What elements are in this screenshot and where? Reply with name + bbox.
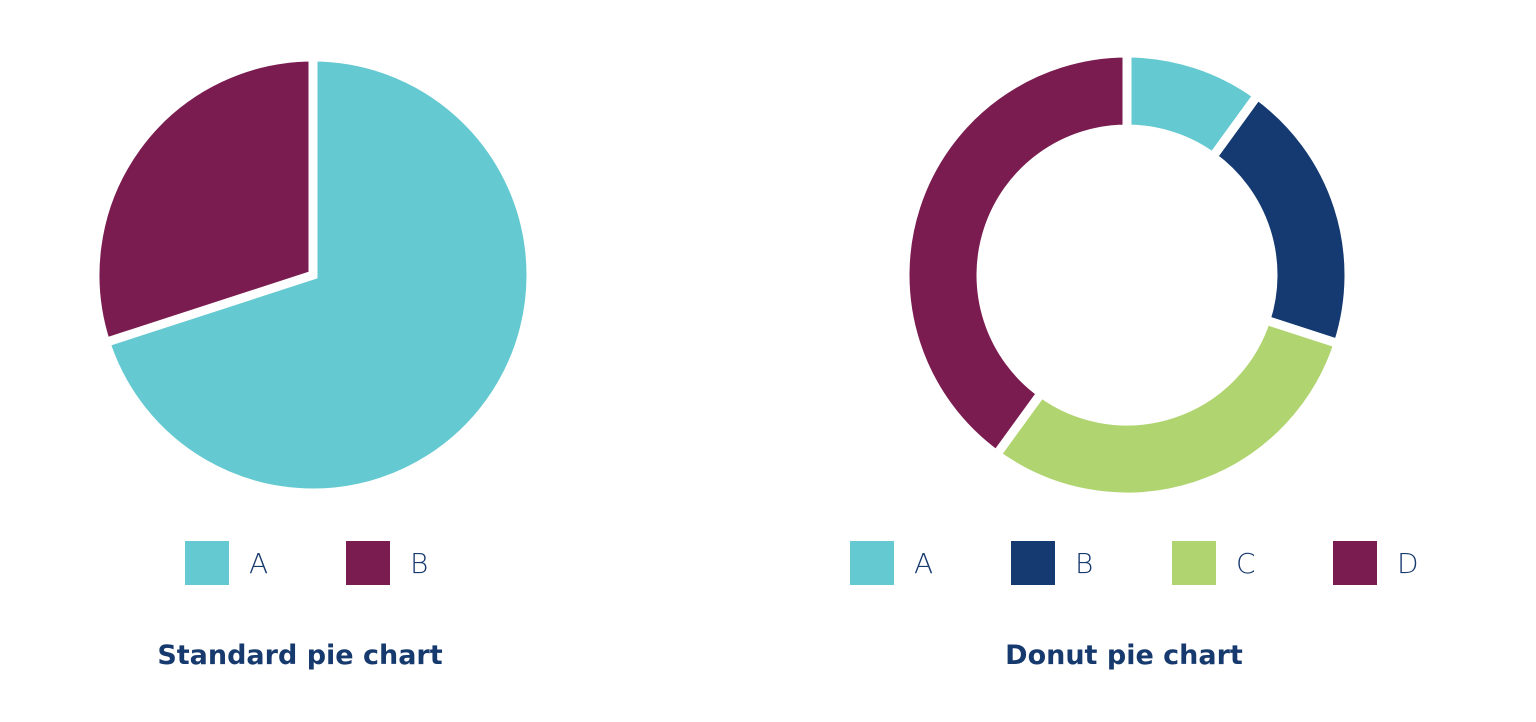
legend-swatch-d	[1333, 541, 1377, 585]
chart-title: Donut pie chart	[1005, 640, 1243, 671]
slice-c	[990, 314, 1344, 502]
donut-slices	[900, 48, 1354, 502]
legend-label-c: C	[1236, 547, 1256, 580]
legend-label-a: A	[249, 547, 268, 580]
legend-swatch-c	[1172, 541, 1216, 585]
slice-b	[90, 52, 318, 349]
legend-label-b: B	[1075, 547, 1093, 580]
legend-label-a: A	[914, 547, 933, 580]
legend-swatch-a	[185, 541, 229, 585]
donut-pie-chart: A B C D Donut pie chart	[850, 48, 1419, 671]
chart-title: Standard pie chart	[157, 640, 442, 671]
legend-label-d: D	[1397, 547, 1419, 580]
slice-d	[900, 48, 1132, 461]
slice-a	[99, 52, 536, 498]
legend-swatch-b	[346, 541, 390, 585]
legend: A B C D	[850, 541, 1419, 585]
legend-swatch-b	[1011, 541, 1055, 585]
legend-swatch-a	[850, 541, 894, 585]
legend-label-b: B	[410, 547, 428, 580]
slice-b	[1206, 89, 1354, 350]
pie-slices	[90, 52, 536, 498]
